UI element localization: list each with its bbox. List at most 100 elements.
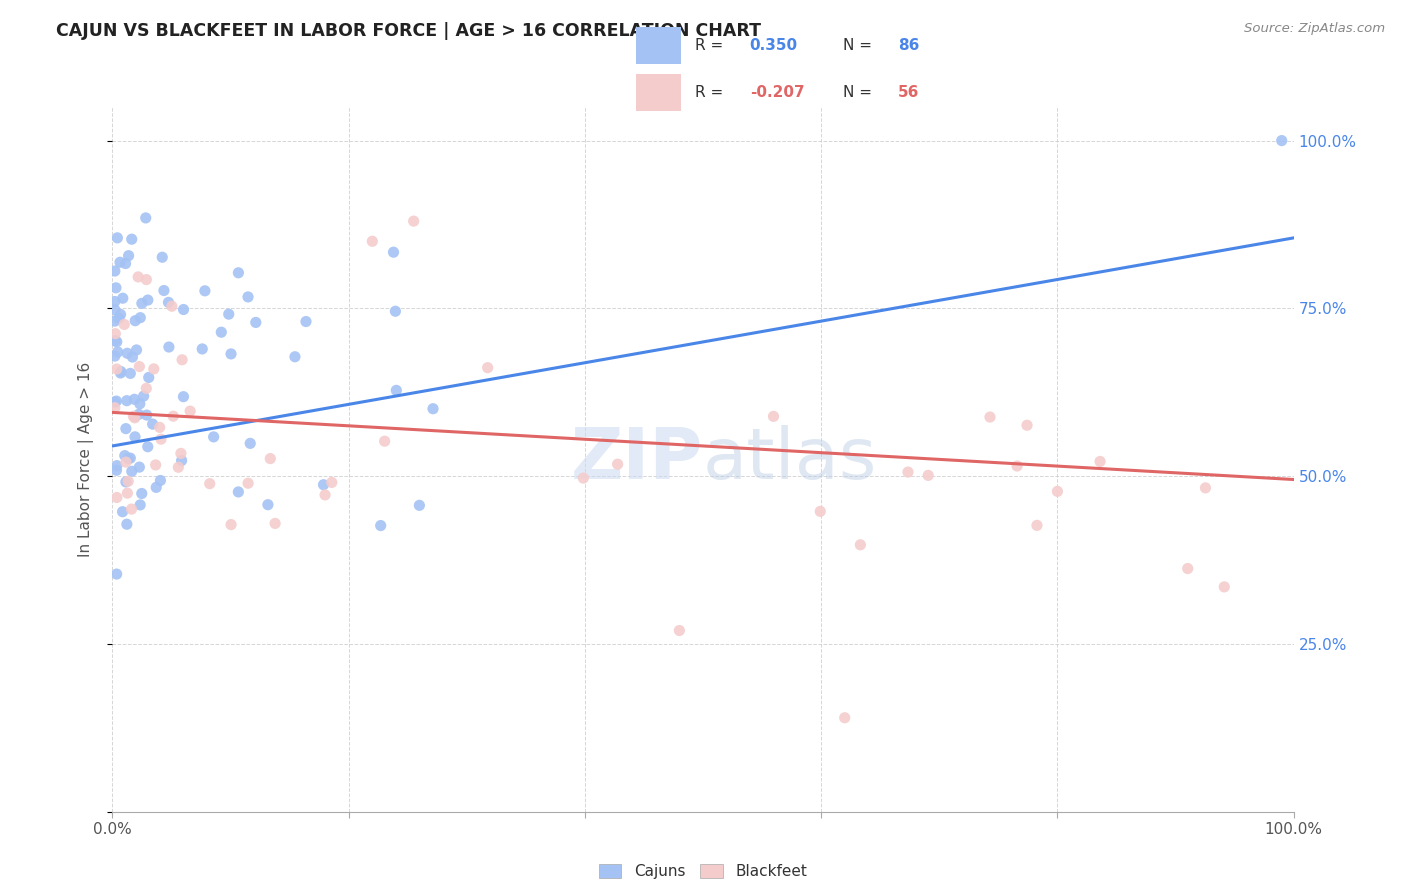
Point — [295, 314, 318, 328]
FancyBboxPatch shape — [636, 74, 681, 112]
Point — [314, 488, 336, 502]
Point — [173, 302, 195, 317]
Point — [259, 451, 281, 466]
Point — [1177, 561, 1199, 575]
Point — [834, 711, 856, 725]
Point — [1271, 134, 1294, 148]
Point — [219, 517, 242, 532]
Point — [370, 518, 392, 533]
Point — [374, 434, 396, 449]
Point — [321, 475, 343, 490]
Point — [104, 401, 127, 415]
Point — [128, 359, 150, 374]
Point — [135, 381, 157, 395]
Point — [111, 505, 134, 519]
Point — [120, 451, 142, 466]
Point — [129, 310, 152, 325]
Point — [572, 471, 595, 485]
Point — [1026, 518, 1049, 533]
Point — [121, 232, 143, 246]
Point — [172, 352, 194, 367]
Text: 0.350: 0.350 — [749, 38, 797, 53]
Point — [114, 449, 136, 463]
Point — [402, 214, 425, 228]
Point — [162, 409, 184, 424]
Point — [114, 256, 136, 270]
Point — [149, 420, 172, 434]
Point — [117, 451, 139, 466]
Text: Source: ZipAtlas.com: Source: ZipAtlas.com — [1244, 22, 1385, 36]
Point — [145, 458, 167, 472]
Point — [117, 249, 139, 263]
Point — [110, 365, 132, 379]
Point — [110, 366, 132, 380]
Point — [219, 347, 242, 361]
Point — [160, 299, 183, 313]
Point — [138, 370, 160, 384]
Point — [122, 409, 145, 424]
Point — [117, 475, 139, 489]
Point — [606, 457, 628, 471]
Point — [115, 475, 138, 489]
Point — [145, 480, 167, 494]
Point — [239, 436, 262, 450]
FancyBboxPatch shape — [636, 27, 681, 64]
Point — [668, 624, 690, 638]
Point — [136, 440, 159, 454]
Point — [167, 460, 190, 475]
Point — [124, 314, 146, 328]
Point — [124, 409, 146, 424]
Point — [105, 362, 128, 376]
Point — [128, 397, 150, 411]
Point — [257, 498, 280, 512]
Point — [120, 367, 142, 381]
Point — [115, 517, 138, 532]
Point — [105, 567, 128, 582]
Text: -0.207: -0.207 — [749, 86, 804, 100]
Point — [111, 291, 134, 305]
Point — [170, 453, 193, 467]
Text: ZIP: ZIP — [571, 425, 703, 494]
Point — [236, 290, 259, 304]
Point — [104, 302, 127, 317]
Point — [108, 255, 131, 269]
Text: N =: N = — [842, 38, 876, 53]
Point — [897, 465, 920, 479]
Point — [1213, 580, 1236, 594]
Point — [104, 294, 127, 309]
Point — [105, 463, 128, 477]
Text: R =: R = — [695, 38, 728, 53]
Point — [105, 491, 128, 505]
Point — [1005, 458, 1028, 473]
Point — [112, 318, 135, 332]
Point — [104, 326, 127, 341]
Point — [149, 432, 172, 446]
Point — [384, 304, 406, 318]
Point — [191, 342, 214, 356]
Point — [1046, 484, 1069, 499]
Point — [142, 362, 165, 376]
Point — [153, 284, 176, 298]
Point — [115, 393, 138, 408]
Point — [979, 410, 1001, 425]
Point — [104, 264, 127, 278]
Point — [236, 476, 259, 491]
Point — [422, 401, 444, 416]
Point — [1088, 454, 1111, 468]
Point — [124, 392, 146, 407]
Point — [121, 502, 143, 516]
Text: 56: 56 — [898, 86, 920, 100]
Point — [128, 460, 150, 475]
Point — [136, 293, 159, 307]
Point — [121, 350, 143, 364]
Point — [129, 498, 152, 512]
Point — [105, 334, 128, 349]
Point — [284, 350, 307, 364]
Point — [105, 458, 128, 473]
Point — [198, 476, 221, 491]
Point — [115, 455, 138, 469]
Point — [124, 410, 146, 425]
Point — [104, 314, 127, 328]
Point — [135, 272, 157, 286]
Point — [135, 408, 157, 422]
